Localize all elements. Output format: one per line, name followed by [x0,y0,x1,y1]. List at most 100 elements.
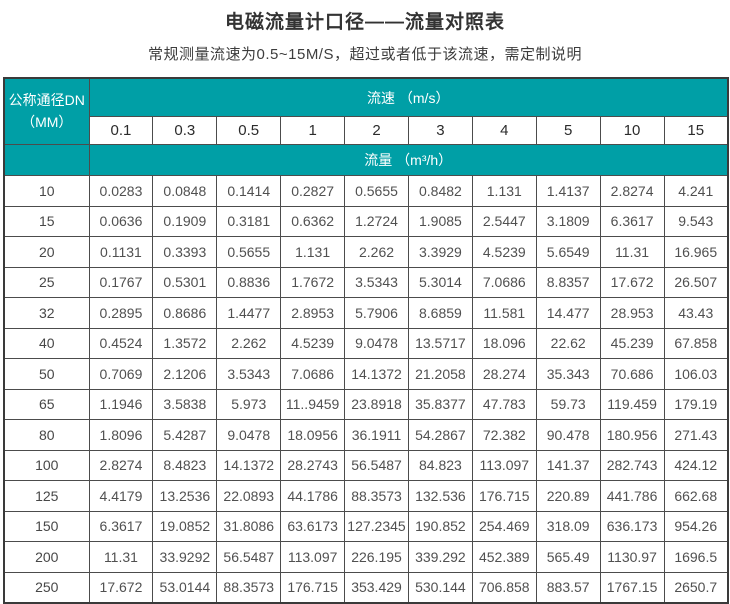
flow-value-cell: 0.8482 [407,175,473,207]
flow-value-cell: 26.507 [663,266,729,298]
flow-header-empty-cell [3,144,90,176]
flow-value-cell: 662.68 [663,480,729,512]
flow-value-cell: 1130.97 [599,541,665,573]
flow-value-cell: 0.8686 [152,297,218,329]
flow-value-cell: 220.89 [535,480,601,512]
speed-header-row: 公称通径DN （MM） 流速 （m/s） [3,77,729,145]
flow-value-cell: 8.8357 [535,266,601,298]
flow-value-cell: 254.469 [471,510,537,542]
flow-value-cell: 17.672 [599,266,665,298]
flow-value-cell: 1.131 [280,236,346,268]
dn-cell: 50 [3,358,90,390]
dn-cell: 200 [3,541,90,573]
flow-value-cell: 113.097 [471,449,537,481]
flow-value-cell: 84.823 [407,449,473,481]
speed-col-header: 10 [599,116,665,145]
table-row: 100 2.8274 8.4823 14.1372 28.2743 56.5487 84.8… [3,449,729,481]
flow-value-cell: 1.9085 [407,205,473,237]
flow-value-cell: 0.1131 [88,236,154,268]
dn-cell: 100 [3,449,90,481]
flow-value-cell: 9.0478 [344,327,409,359]
flow-value-cell: 5.3014 [407,266,473,298]
table-row: 25 0.1767 0.5301 0.8836 1.7672 3.5343 5.3014 7.… [3,266,729,298]
flow-value-cell: 8.4823 [152,449,218,481]
flow-value-cell: 1.8096 [88,419,154,451]
flow-value-cell: 4.5239 [471,236,537,268]
flow-value-cell: 2.5447 [471,205,537,237]
flow-value-cell: 441.786 [599,480,665,512]
flow-value-cell: 14.1372 [216,449,282,481]
flow-value-cell: 565.49 [535,541,601,573]
flow-value-cell: 5.7906 [344,297,409,329]
flow-value-cell: 5.4287 [152,419,218,451]
flow-value-cell: 2.8274 [88,449,154,481]
flow-value-cell: 954.26 [663,510,729,542]
flow-value-cell: 0.2895 [88,297,154,329]
flow-value-cell: 3.1809 [535,205,601,237]
dn-cell: 65 [3,388,90,420]
flow-value-cell: 0.3181 [216,205,282,237]
table-row: 80 1.8096 5.4287 9.0478 18.0956 36.1911 54.286… [3,419,729,451]
flow-value-cell: 119.459 [599,388,665,420]
flow-value-cell: 4.241 [663,175,729,207]
speed-col-header: 5 [535,116,601,145]
flow-value-cell: 0.0283 [88,175,154,207]
flow-value-cell: 36.1911 [344,419,409,451]
dn-cell: 32 [3,297,90,329]
flow-value-cell: 11.31 [88,541,154,573]
flow-value-cell: 2.8274 [599,175,665,207]
dn-cell: 40 [3,327,90,359]
flow-value-cell: 7.0686 [280,358,346,390]
flow-value-cell: 0.1767 [88,266,154,298]
flow-value-cell: 0.2827 [280,175,346,207]
corner-header-cell: 公称通径DN （MM） [3,77,90,145]
flow-value-cell: 54.2867 [407,419,473,451]
flow-value-cell: 106.03 [663,358,729,390]
flow-value-cell: 3.5838 [152,388,218,420]
flow-value-cell: 0.6362 [280,205,346,237]
table-row: 150 6.3617 19.0852 31.8086 63.6173 127.2345 19… [3,510,729,542]
table-row: 15 0.0636 0.1909 0.3181 0.6362 1.2724 1.9085 2.… [3,205,729,237]
flow-value-cell: 636.173 [599,510,665,542]
dn-cell: 25 [3,266,90,298]
page-subtitle: 常规测量流速为0.5~15M/S，超过或者低于该流速，需定制说明 [148,46,582,63]
flow-value-cell: 31.8086 [216,510,282,542]
flow-value-cell: 113.097 [280,541,346,573]
table-row: 20 0.1131 0.3393 0.5655 1.131 2.262 3.3929 4.52… [3,236,729,268]
flow-value-cell: 35.343 [535,358,601,390]
flow-value-cell: 11..9459 [280,388,346,420]
flow-value-cell: 3.3929 [407,236,473,268]
flow-value-cell: 0.8836 [216,266,282,298]
flow-value-cell: 44.1786 [280,480,346,512]
page-title: 电磁流量计口径——流量对照表 [224,12,505,33]
flow-value-cell: 18.0956 [280,419,346,451]
dn-cell: 20 [3,236,90,268]
speed-col-header: 1 [280,116,346,145]
flow-value-cell: 13.2536 [152,480,218,512]
corner-header-line2: （MM） [21,113,73,130]
flow-value-cell: 127.2345 [344,510,409,542]
table-row: 50 0.7069 2.1206 3.5343 7.0686 14.1372 21.2058… [3,358,729,390]
flow-value-cell: 43.43 [663,297,729,329]
flow-value-cell: 0.0636 [88,205,154,237]
flow-value-cell: 90.478 [535,419,601,451]
table-row: 40 0.4524 1.3572 2.262 4.5239 9.0478 13.5717 18… [3,327,729,359]
flow-value-cell: 176.715 [471,480,537,512]
dn-cell: 10 [3,175,90,207]
speed-values-row: 0.1 0.3 0.5 1 2 3 4 5 10 15 [4,116,729,145]
flow-value-cell: 2.262 [344,236,409,268]
flow-value-cell: 70.686 [599,358,665,390]
speed-col-header: 3 [407,116,473,145]
flow-value-cell: 0.3393 [152,236,218,268]
flow-value-cell: 8.6859 [407,297,473,329]
flow-value-cell: 339.292 [407,541,473,573]
flow-value-cell: 9.0478 [216,419,282,451]
flow-value-cell: 22.62 [535,327,601,359]
flow-value-cell: 452.389 [471,541,537,573]
flow-value-cell: 179.19 [663,388,729,420]
dn-cell: 80 [3,419,90,451]
dn-cell: 150 [3,510,90,542]
flow-value-cell: 0.1909 [152,205,218,237]
flow-value-cell: 141.37 [535,449,601,481]
corner-header-line1: 公称通径DN [8,91,85,108]
